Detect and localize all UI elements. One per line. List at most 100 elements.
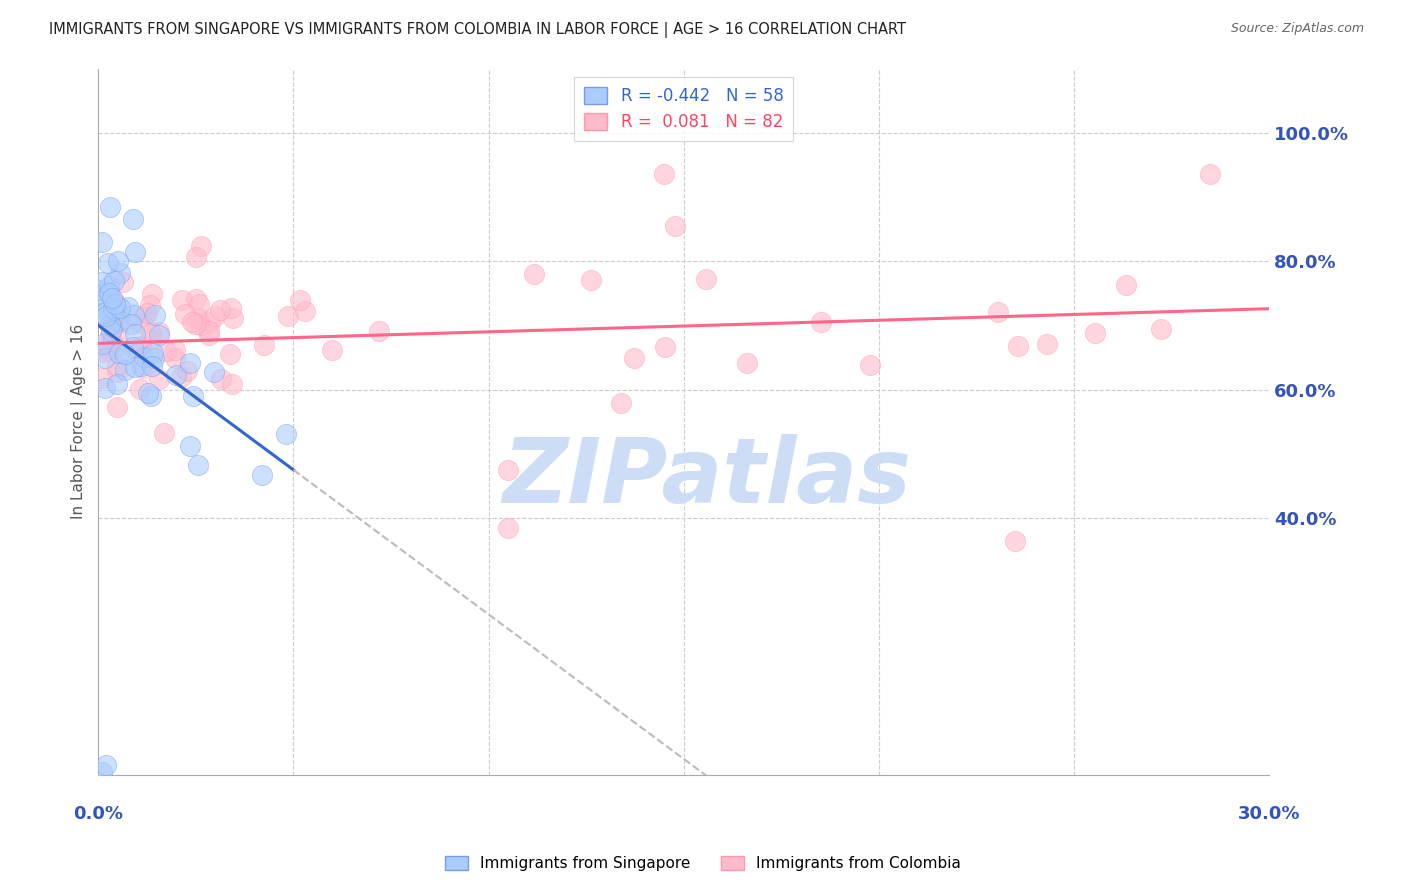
Point — [100, 324, 122, 338]
Point — [96, 758, 118, 772]
Point — [114, 363, 136, 377]
Point — [101, 301, 124, 315]
Point — [290, 293, 312, 307]
Point — [181, 389, 204, 403]
Point — [652, 168, 675, 182]
Point — [98, 200, 121, 214]
Point — [105, 359, 128, 374]
Point — [190, 239, 212, 253]
Point — [174, 307, 197, 321]
Point — [105, 340, 128, 354]
Point — [107, 327, 129, 342]
Point — [276, 309, 298, 323]
Point — [181, 315, 204, 329]
Point — [108, 345, 131, 359]
Text: ZIPatlas: ZIPatlas — [502, 434, 911, 522]
Point — [209, 371, 232, 385]
Point — [219, 347, 242, 361]
Point — [97, 343, 120, 357]
Point — [134, 309, 156, 323]
Point — [321, 343, 343, 357]
Point — [664, 219, 686, 234]
Point — [97, 285, 120, 300]
Point — [367, 324, 389, 338]
Point — [96, 284, 118, 298]
Point — [209, 302, 232, 317]
Point — [496, 463, 519, 477]
Legend: Immigrants from Singapore, Immigrants from Colombia: Immigrants from Singapore, Immigrants fr… — [439, 850, 967, 877]
Point — [987, 305, 1010, 319]
Point — [294, 303, 316, 318]
Point — [735, 355, 758, 369]
Point — [810, 315, 832, 329]
Point — [253, 337, 276, 351]
Text: Source: ZipAtlas.com: Source: ZipAtlas.com — [1230, 22, 1364, 36]
Point — [176, 364, 198, 378]
Point — [117, 301, 139, 315]
Point — [112, 275, 135, 289]
Point — [172, 293, 194, 308]
Point — [108, 301, 131, 315]
Point — [122, 308, 145, 322]
Point — [1115, 278, 1137, 293]
Point — [107, 254, 129, 268]
Point — [96, 302, 118, 317]
Point — [124, 359, 146, 374]
Point — [523, 268, 546, 282]
Point — [122, 212, 145, 227]
Point — [155, 343, 177, 358]
Point — [148, 327, 170, 342]
Point — [129, 382, 152, 396]
Point — [89, 283, 111, 297]
Point — [94, 351, 117, 366]
Point — [184, 293, 207, 307]
Point — [107, 400, 129, 414]
Point — [184, 250, 207, 264]
Point — [163, 351, 186, 365]
Point — [100, 318, 122, 332]
Point — [98, 279, 121, 293]
Point — [94, 344, 117, 359]
Point — [97, 256, 120, 270]
Point — [1199, 168, 1222, 182]
Point — [143, 351, 166, 365]
Point — [100, 334, 122, 348]
Point — [100, 318, 122, 333]
Point — [198, 327, 221, 342]
Point — [187, 297, 209, 311]
Point — [496, 521, 519, 535]
Legend: R = -0.442   N = 58, R =  0.081   N = 82: R = -0.442 N = 58, R = 0.081 N = 82 — [574, 77, 793, 141]
Point — [1150, 321, 1173, 335]
Point — [141, 287, 163, 301]
Point — [202, 365, 225, 379]
Point — [139, 389, 162, 403]
Point — [136, 386, 159, 401]
Point — [190, 318, 212, 333]
Point — [859, 358, 882, 372]
Point — [153, 425, 176, 440]
Point — [91, 235, 114, 249]
Point — [169, 369, 191, 384]
Point — [96, 309, 118, 323]
Point — [139, 333, 162, 347]
Point — [103, 294, 125, 309]
Point — [131, 361, 153, 376]
Text: 30.0%: 30.0% — [1237, 805, 1301, 823]
Point — [581, 273, 603, 287]
Point — [128, 345, 150, 359]
Point — [148, 372, 170, 386]
Point — [1036, 337, 1059, 351]
Point — [90, 275, 112, 289]
Point — [129, 317, 152, 331]
Point — [104, 297, 127, 311]
Point — [105, 377, 128, 392]
Y-axis label: In Labor Force | Age > 16: In Labor Force | Age > 16 — [72, 324, 87, 519]
Point — [654, 340, 676, 354]
Point — [139, 297, 162, 311]
Point — [101, 335, 124, 350]
Point — [141, 359, 163, 373]
Point — [129, 339, 152, 353]
Point — [121, 340, 143, 354]
Point — [179, 356, 201, 370]
Point — [221, 376, 243, 391]
